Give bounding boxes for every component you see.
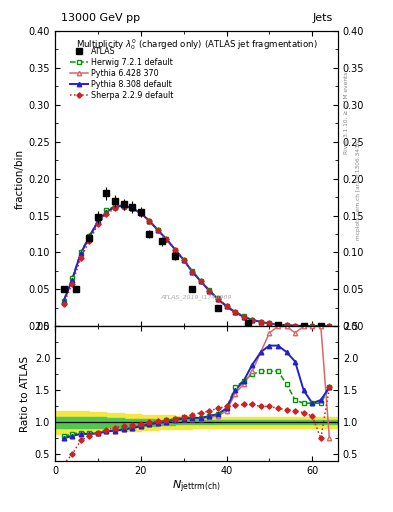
Legend: ATLAS, Herwig 7.2.1 default, Pythia 6.428 370, Pythia 8.308 default, Sherpa 2.2.: ATLAS, Herwig 7.2.1 default, Pythia 6.42… xyxy=(70,47,174,100)
Text: ATLAS_2019_I1740909: ATLAS_2019_I1740909 xyxy=(161,294,232,300)
Text: 13000 GeV pp: 13000 GeV pp xyxy=(61,13,140,24)
Text: Multiplicity $\lambda_0^0$ (charged only) (ATLAS jet fragmentation): Multiplicity $\lambda_0^0$ (charged only… xyxy=(76,37,317,52)
Text: Jets: Jets xyxy=(312,13,332,24)
Text: mcplots.cern.ch [arXiv:1306.3436]: mcplots.cern.ch [arXiv:1306.3436] xyxy=(356,139,361,240)
Text: Rivet 3.1.10, ≥ 3.1M events: Rivet 3.1.10, ≥ 3.1M events xyxy=(344,72,349,154)
X-axis label: $N_{\mathrm{jettrm(ch)}}$: $N_{\mathrm{jettrm(ch)}}$ xyxy=(172,478,221,495)
Y-axis label: Ratio to ATLAS: Ratio to ATLAS xyxy=(20,355,31,432)
Y-axis label: fraction/bin: fraction/bin xyxy=(15,148,24,208)
